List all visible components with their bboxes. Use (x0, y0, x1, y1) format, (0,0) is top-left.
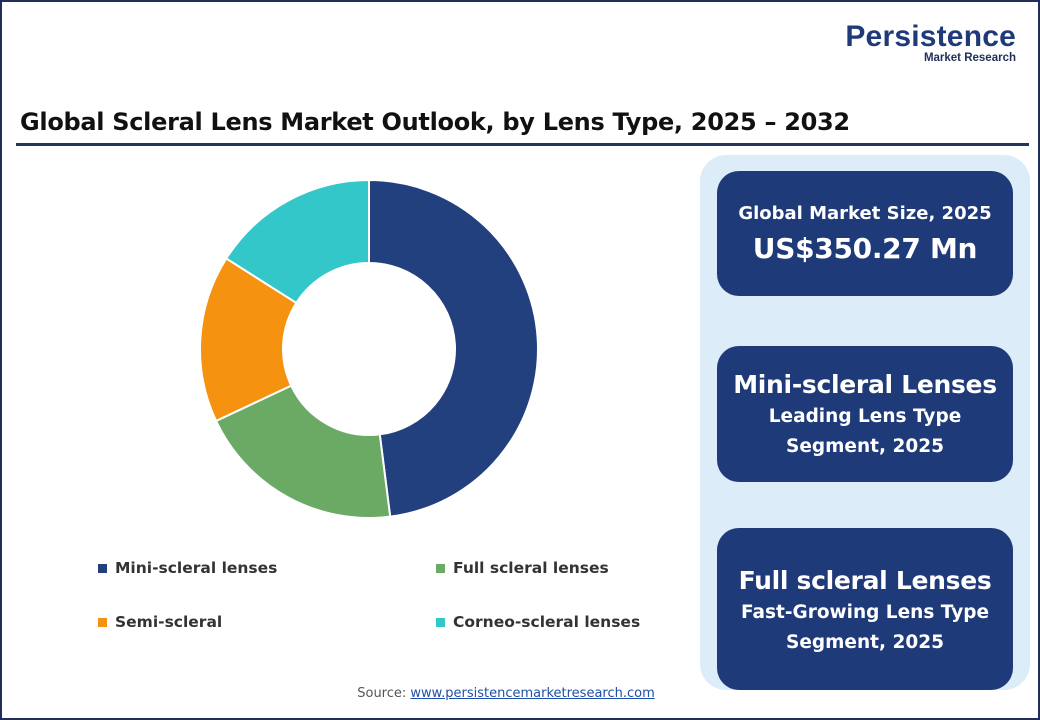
legend-label: Full scleral lenses (453, 559, 609, 577)
legend-item: Full scleral lenses (436, 559, 609, 577)
legend-item: Mini-scleral lenses (98, 559, 277, 577)
fastest-segment-year: Segment, 2025 (786, 632, 944, 653)
leading-segment-name: Mini-scleral Lenses (733, 370, 997, 399)
legend-item: Semi-scleral (98, 613, 222, 631)
leading-segment-card: Mini-scleral Lenses Leading Lens Type Se… (717, 346, 1013, 482)
legend-swatch (436, 617, 445, 627)
legend-label: Semi-scleral (115, 613, 223, 631)
leading-segment-desc: Leading Lens Type (768, 406, 962, 427)
source-note: Source: www.persistencemarketresearch.co… (0, 686, 1012, 701)
fastest-segment-name: Full scleral Lenses (738, 566, 992, 595)
logo-name: Persistence (845, 20, 1016, 53)
company-logo: Persistence Market Research (845, 22, 1016, 65)
donut-slice-mini-scleral-lenses (368, 178, 539, 518)
legend-item: Corneo-scleral lenses (436, 613, 640, 631)
legend-swatch (98, 563, 107, 573)
legend-swatch (98, 617, 107, 627)
market-size-card: Global Market Size, 2025 US$350.27 Mn (717, 171, 1013, 296)
donut-chart (199, 178, 539, 519)
market-size-value: US$350.27 Mn (752, 232, 978, 265)
leading-segment-year: Segment, 2025 (786, 436, 944, 457)
source-label: Source: (357, 686, 407, 701)
legend-swatch (436, 563, 445, 573)
donut-slice-full-scleral-lenses (214, 384, 392, 519)
market-size-label: Global Market Size, 2025 (738, 203, 992, 224)
fastest-growing-card: Full scleral Lenses Fast-Growing Lens Ty… (717, 528, 1013, 690)
logo-tagline: Market Research (923, 52, 1016, 64)
title-underline (16, 143, 1029, 146)
donut-slice-corneo-scleral-lenses (224, 178, 370, 305)
chart-title: Global Scleral Lens Market Outlook, by L… (20, 108, 850, 136)
legend-label: Mini-scleral lenses (115, 559, 278, 577)
fastest-segment-desc: Fast-Growing Lens Type (740, 602, 990, 623)
source-link[interactable]: www.persistencemarketresearch.com (410, 686, 655, 701)
legend-label: Corneo-scleral lenses (453, 613, 641, 631)
